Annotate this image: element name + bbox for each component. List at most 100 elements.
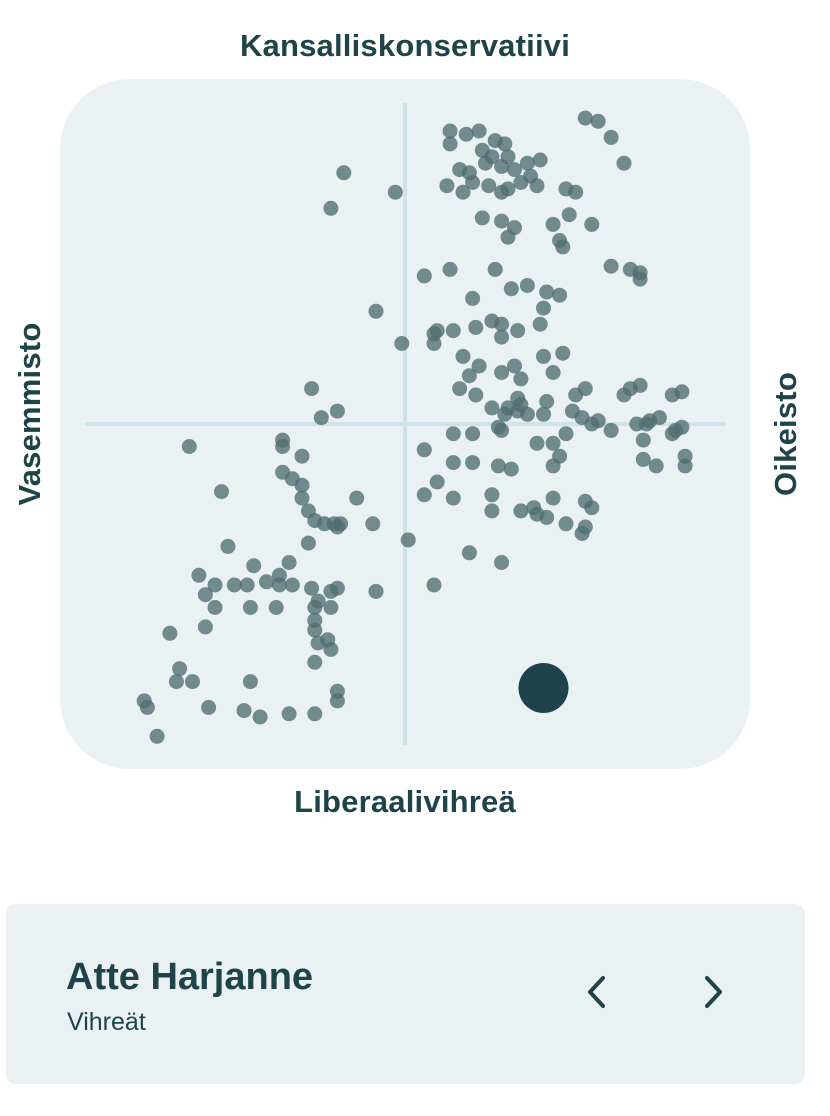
scatter-point bbox=[281, 706, 297, 722]
points-layer bbox=[136, 110, 693, 744]
scatter-point bbox=[545, 435, 561, 451]
scatter-point bbox=[461, 545, 477, 561]
scatter-point bbox=[532, 152, 548, 168]
scatter-point bbox=[307, 622, 323, 638]
scatter-point bbox=[539, 394, 555, 409]
scatter-point bbox=[426, 336, 442, 351]
scatter-point bbox=[304, 381, 320, 397]
scatter-point bbox=[259, 574, 274, 590]
scatter-point bbox=[426, 577, 442, 593]
scatter-point bbox=[323, 641, 339, 657]
scatter-point bbox=[416, 487, 432, 503]
candidate-party: Vihreät bbox=[67, 1008, 146, 1036]
scatter-point bbox=[181, 439, 197, 454]
scatter-point bbox=[519, 278, 535, 293]
scatter-point bbox=[481, 178, 497, 194]
scatter-point bbox=[284, 577, 300, 593]
scatter-point bbox=[191, 567, 207, 583]
scatter-point bbox=[307, 654, 323, 670]
scatter-point bbox=[242, 674, 258, 690]
scatter-point bbox=[442, 123, 458, 139]
axis-label-top: Kansalliskonservatiivi bbox=[239, 28, 571, 63]
scatter-point bbox=[162, 625, 178, 641]
scatter-point bbox=[651, 410, 667, 426]
scatter-point bbox=[519, 155, 535, 171]
scatter-point bbox=[300, 535, 316, 551]
scatter-point bbox=[478, 155, 493, 171]
scatter-point bbox=[545, 216, 561, 232]
scatter-point bbox=[497, 136, 513, 152]
scatter-point bbox=[558, 516, 574, 532]
scatter-point bbox=[294, 448, 310, 464]
scatter-point bbox=[304, 580, 320, 596]
scatter-point bbox=[577, 381, 593, 397]
scatter-point bbox=[603, 422, 619, 438]
scatter-point bbox=[536, 348, 551, 364]
scatter-point bbox=[474, 210, 490, 226]
scatter-point bbox=[236, 703, 252, 719]
scatter-point bbox=[471, 123, 487, 139]
scatter-point bbox=[532, 316, 548, 332]
scatter-point bbox=[139, 699, 155, 715]
scatter-point bbox=[468, 387, 484, 403]
scatter-point bbox=[465, 426, 481, 442]
scatter-point bbox=[635, 451, 651, 467]
scatter-point bbox=[507, 358, 522, 374]
scatter-point bbox=[552, 287, 568, 303]
scatter-point bbox=[368, 303, 384, 319]
scatter-point bbox=[207, 577, 223, 593]
scatter-point bbox=[590, 113, 606, 129]
scatter-point bbox=[503, 461, 519, 477]
scatter-point bbox=[494, 158, 510, 174]
scatter-point bbox=[452, 381, 468, 397]
scatter-point bbox=[539, 284, 555, 300]
scatter-point bbox=[545, 490, 561, 506]
scatter-point bbox=[387, 184, 403, 200]
scatter-point bbox=[558, 426, 574, 442]
scatter-chart bbox=[60, 79, 750, 769]
scatter-point bbox=[677, 458, 693, 474]
next-candidate-button[interactable] bbox=[692, 970, 736, 1014]
candidate-card: Atte Harjanne Vihreät bbox=[6, 904, 805, 1084]
scatter-point bbox=[329, 683, 345, 699]
scatter-point bbox=[313, 410, 329, 426]
scatter-point bbox=[281, 555, 297, 570]
scatter-point bbox=[484, 503, 500, 519]
scatter-point bbox=[494, 316, 510, 332]
scatter-point bbox=[632, 271, 648, 287]
scatter-point bbox=[442, 261, 458, 277]
scatter-point bbox=[246, 558, 262, 574]
scatter-point bbox=[336, 165, 352, 181]
scatter-point bbox=[590, 413, 606, 429]
scatter-point bbox=[268, 600, 284, 615]
scatter-point bbox=[197, 587, 213, 603]
scatter-point bbox=[172, 661, 188, 677]
scatter-point bbox=[323, 583, 339, 599]
scatter-point bbox=[465, 290, 481, 306]
scatter-point bbox=[648, 458, 664, 474]
scatter-point bbox=[529, 178, 545, 194]
scatter-point bbox=[545, 365, 561, 380]
scatter-point bbox=[461, 368, 477, 384]
scatter-point bbox=[568, 184, 584, 200]
scatter-point bbox=[468, 319, 484, 335]
scatter-point bbox=[507, 162, 522, 178]
scatter-point bbox=[365, 516, 381, 532]
scatter-point bbox=[329, 519, 345, 535]
scatter-point bbox=[394, 336, 410, 351]
scatter-point bbox=[168, 674, 184, 690]
scatter-point bbox=[484, 487, 500, 503]
previous-candidate-button[interactable] bbox=[574, 970, 618, 1014]
scatter-point bbox=[529, 435, 545, 451]
scatter-point bbox=[536, 406, 551, 422]
scatter-point bbox=[458, 126, 474, 142]
scatter-point bbox=[536, 300, 551, 316]
scatter-point bbox=[500, 181, 516, 197]
scatter-point bbox=[603, 129, 619, 145]
scatter-point bbox=[220, 538, 236, 554]
scatter-point bbox=[494, 329, 510, 345]
scatter-point bbox=[323, 200, 339, 216]
highlighted-candidate-point[interactable] bbox=[518, 663, 569, 713]
scatter-point bbox=[239, 577, 255, 593]
scatter-point bbox=[445, 426, 461, 442]
